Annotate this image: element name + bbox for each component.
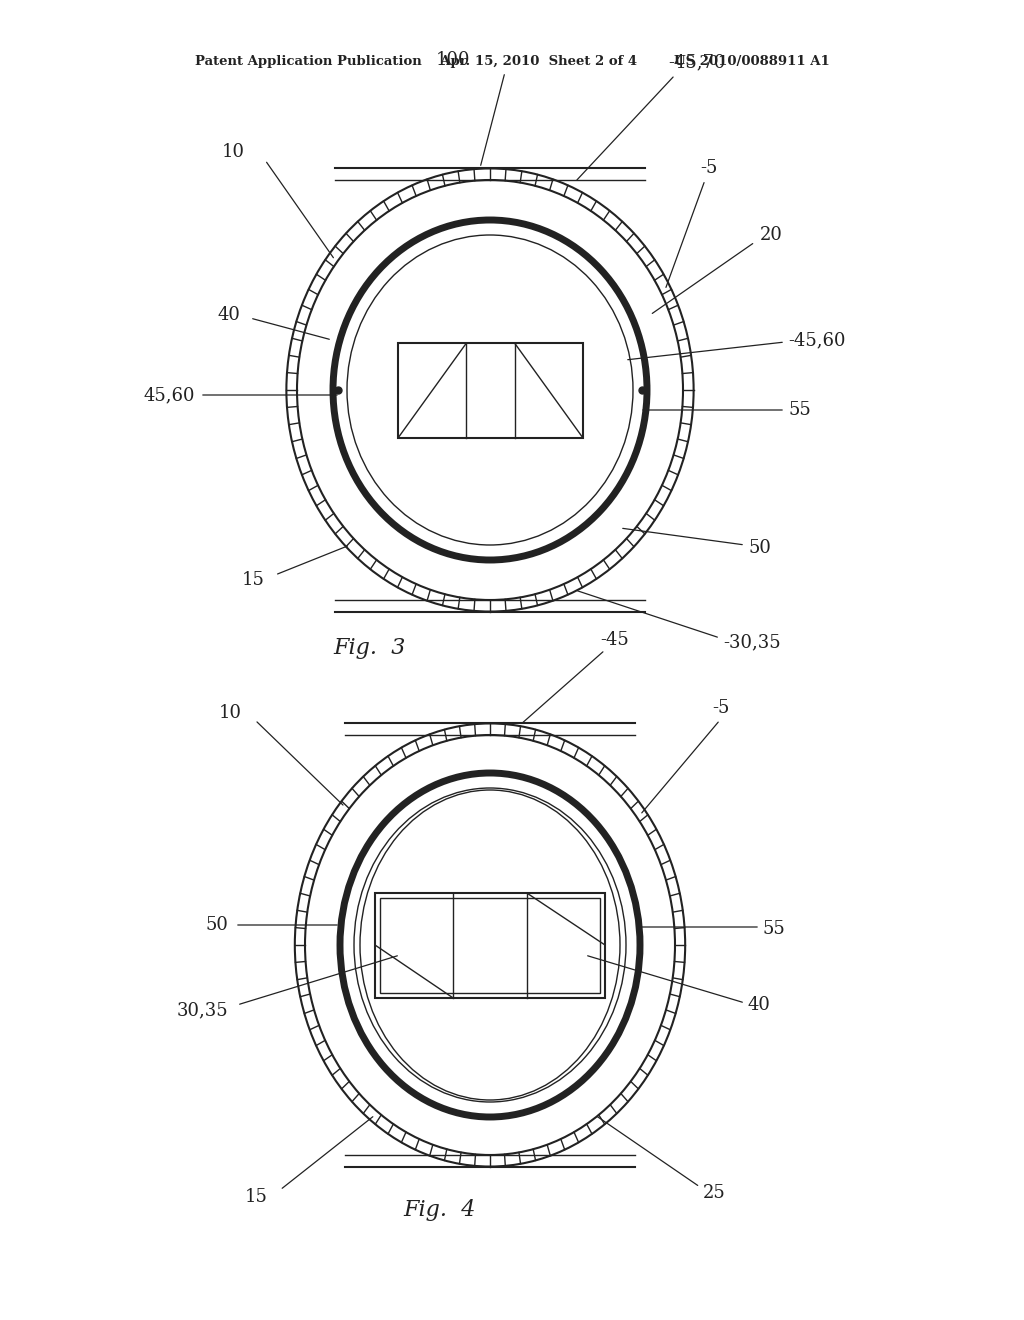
Text: 15: 15	[242, 572, 265, 589]
Text: 45,60: 45,60	[143, 385, 195, 404]
Bar	[398, 343, 583, 438]
Text: 40: 40	[217, 306, 240, 323]
Text: -5: -5	[700, 158, 718, 177]
Text: 30,35: 30,35	[176, 1001, 228, 1019]
Text: -45,60: -45,60	[788, 331, 846, 348]
Text: 10: 10	[222, 143, 245, 161]
Bar	[380, 898, 600, 993]
Text: 40: 40	[748, 997, 771, 1014]
Text: 100: 100	[435, 51, 470, 69]
Bar	[375, 894, 605, 998]
Text: 25: 25	[703, 1184, 726, 1203]
Text: 55: 55	[788, 401, 811, 418]
Text: 50: 50	[205, 916, 228, 935]
Text: Fig.  3: Fig. 3	[334, 638, 407, 659]
Text: -45: -45	[600, 631, 629, 649]
Text: 55: 55	[763, 920, 785, 939]
Text: 20: 20	[760, 226, 783, 244]
Text: 15: 15	[245, 1188, 268, 1206]
Text: Fig.  4: Fig. 4	[403, 1199, 476, 1221]
Text: Patent Application Publication    Apr. 15, 2010  Sheet 2 of 4        US 2010/008: Patent Application Publication Apr. 15, …	[195, 55, 829, 69]
Text: -30,35: -30,35	[723, 634, 780, 651]
Text: -45,70: -45,70	[668, 53, 725, 71]
Text: 50: 50	[748, 539, 771, 557]
Text: 10: 10	[219, 704, 242, 722]
Text: -5: -5	[712, 700, 729, 717]
